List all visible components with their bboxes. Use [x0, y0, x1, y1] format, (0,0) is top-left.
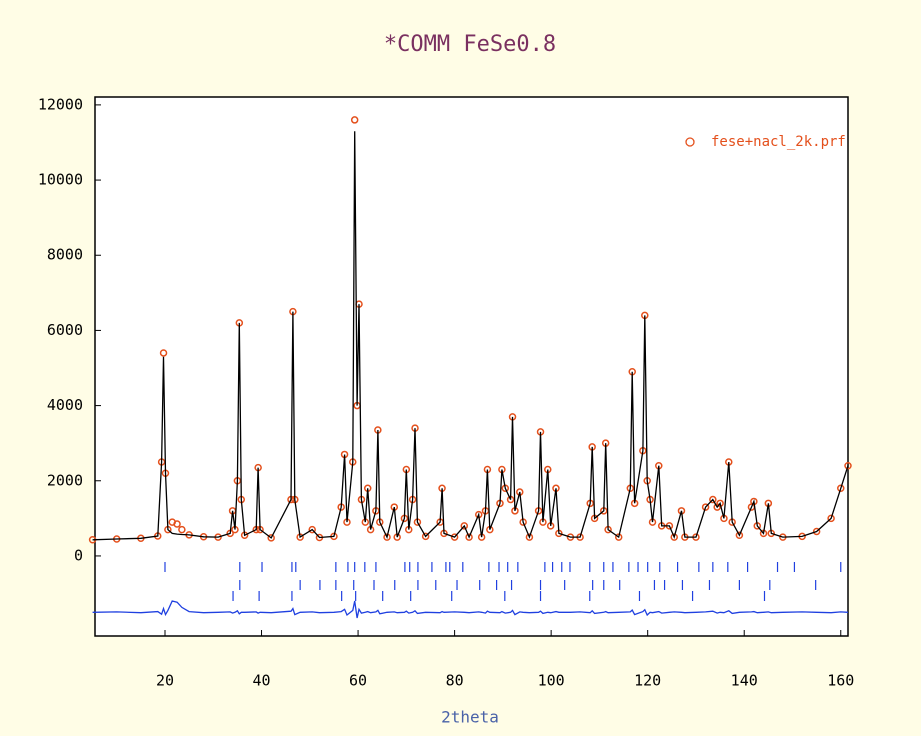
y-tick-label: 8000 — [47, 246, 83, 264]
x-tick-label: 80 — [446, 672, 464, 690]
observed-point — [812, 527, 821, 536]
observed-point — [670, 533, 678, 541]
x-tick-label: 140 — [731, 672, 758, 690]
observed-point — [460, 522, 469, 530]
observed-point — [173, 520, 181, 528]
observed-point — [716, 499, 724, 508]
observed-point — [465, 533, 473, 541]
y-tick-label: 10000 — [38, 171, 83, 189]
observed-point — [308, 525, 316, 534]
observed-point — [837, 484, 845, 493]
y-tick-label: 6000 — [47, 321, 83, 339]
observed-point — [844, 461, 852, 470]
y-tick-label: 0 — [74, 546, 83, 564]
x-tick-label: 20 — [156, 672, 174, 690]
observed-point — [614, 533, 623, 541]
x-tick-label: 100 — [538, 672, 565, 690]
calculated-line — [92, 131, 849, 541]
x-tick-label: 160 — [827, 672, 854, 690]
observed-point — [383, 533, 391, 541]
observed-point — [709, 495, 717, 504]
legend-label: fese+nacl_2k.prf — [711, 134, 846, 150]
y-tick-label: 2000 — [47, 471, 83, 489]
x-tick-label: 60 — [349, 672, 367, 690]
observed-point — [450, 533, 459, 541]
observed-point — [701, 503, 710, 511]
x-tick-label: 40 — [252, 672, 270, 690]
difference-line — [92, 600, 849, 619]
observed-point — [178, 525, 186, 534]
observed-point — [735, 531, 744, 540]
observed-point — [421, 532, 430, 541]
legend-marker — [685, 137, 695, 147]
observed-point — [525, 533, 534, 541]
observed-point — [827, 514, 835, 523]
observed-point — [350, 116, 359, 124]
observed-point — [159, 349, 168, 357]
observed-point — [267, 534, 275, 542]
plot-area — [94, 96, 849, 637]
x-axis-label: 2theta — [441, 708, 499, 727]
x-tick-label: 120 — [634, 672, 661, 690]
y-tick-label: 12000 — [38, 95, 83, 113]
y-tick-label: 4000 — [47, 396, 83, 414]
chart-title: *COMM FeSe0.8 — [384, 32, 556, 57]
